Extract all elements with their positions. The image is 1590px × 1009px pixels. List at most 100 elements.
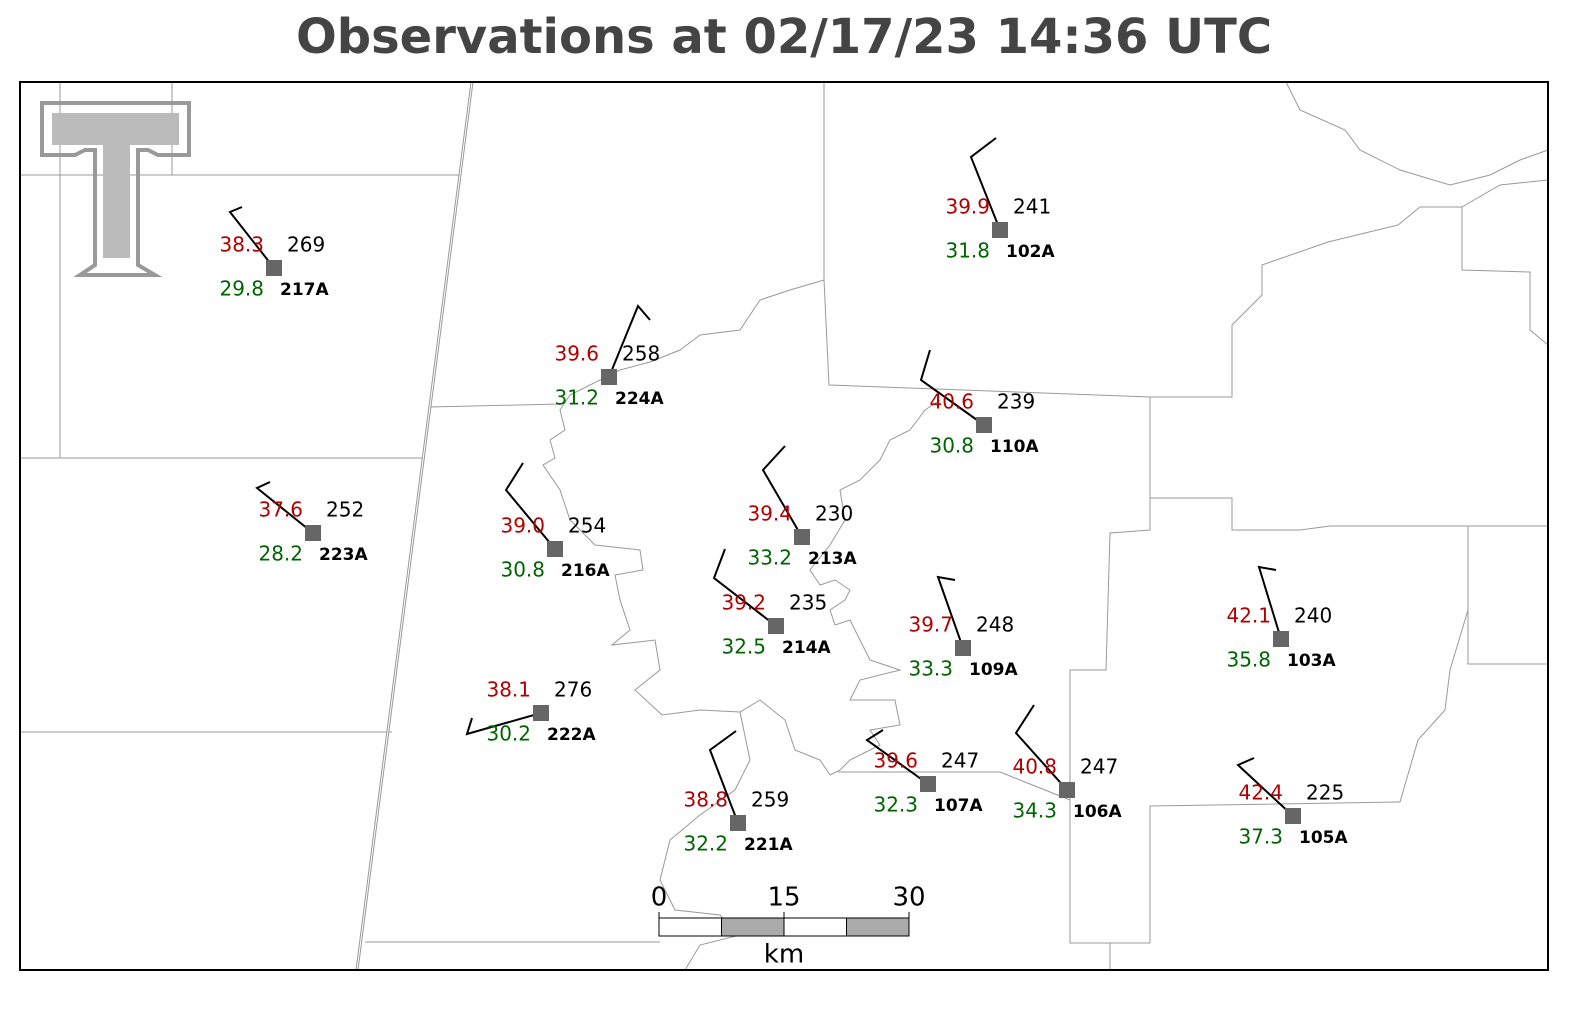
dewpoint: 37.3: [1238, 825, 1283, 849]
temperature: 38.8: [683, 788, 728, 812]
temperature: 38.1: [486, 678, 531, 702]
station-marker: [992, 222, 1008, 238]
county-borders: [20, 81, 1549, 971]
wind-barb: [1257, 565, 1282, 640]
wind-barb: [465, 712, 542, 736]
station-marker: [768, 618, 784, 634]
dewpoint: 30.8: [500, 558, 545, 582]
station-id: 222A: [547, 725, 596, 745]
wind-barb: [969, 137, 1001, 231]
temperature: 39.6: [554, 342, 599, 366]
scale-segment: [783, 917, 847, 937]
station-id: 223A: [319, 545, 368, 565]
dewpoint: 30.8: [929, 434, 974, 458]
dewpoint: 32.2: [683, 832, 728, 856]
station-marker: [794, 529, 810, 545]
temperature: 39.4: [747, 502, 792, 526]
temperature: 42.1: [1226, 604, 1271, 628]
scale-unit: km: [764, 940, 804, 970]
wind-barb: [936, 575, 964, 649]
temperature: 40.6: [929, 390, 974, 414]
temperature: 38.3: [219, 233, 264, 257]
station-value: 240: [1294, 604, 1332, 628]
station-id: 107A: [934, 796, 983, 816]
wind-barb: [1236, 757, 1294, 817]
station-id: 109A: [969, 660, 1018, 680]
station-marker: [266, 260, 282, 276]
station-value: 269: [287, 233, 325, 257]
station-marker: [533, 705, 549, 721]
station-value: 239: [997, 390, 1035, 414]
dewpoint: 31.8: [945, 239, 990, 263]
dewpoint: 33.3: [908, 657, 953, 681]
dewpoint: 34.3: [1012, 799, 1057, 823]
scale-segment: [721, 917, 785, 937]
station-id: 221A: [744, 835, 793, 855]
station-id: 224A: [615, 389, 664, 409]
scale-segment: [846, 917, 910, 937]
station-marker: [1273, 631, 1289, 647]
station-value: 276: [554, 678, 592, 702]
wind-barb: [919, 349, 985, 426]
station-id: 102A: [1006, 242, 1055, 262]
dewpoint: 31.2: [554, 386, 599, 410]
station-value: 254: [568, 514, 606, 538]
station-id: 213A: [808, 549, 857, 569]
station-value: 241: [1013, 195, 1051, 219]
temperature: 42.4: [1238, 781, 1283, 805]
station-value: 258: [622, 342, 660, 366]
title: Observations at 02/17/23 14:36 UTC: [296, 9, 1272, 65]
station-value: 248: [976, 613, 1014, 637]
temperature: 40.8: [1012, 755, 1057, 779]
station-value: 259: [751, 788, 789, 812]
temperature: 39.7: [908, 613, 953, 637]
station-id: 105A: [1299, 828, 1348, 848]
station-marker: [305, 525, 321, 541]
station-id: 110A: [990, 437, 1039, 457]
station-id: 103A: [1287, 651, 1336, 671]
scale-bar: 0 15 30 km: [651, 883, 926, 970]
station-id: 217A: [280, 280, 329, 300]
station-marker: [1285, 808, 1301, 824]
dewpoint: 30.2: [486, 722, 531, 746]
station-value: 225: [1306, 781, 1344, 805]
wind-barb: [1014, 704, 1068, 791]
dewpoint: 35.8: [1226, 648, 1271, 672]
wind-barb: [865, 729, 929, 785]
station-value: 252: [326, 498, 364, 522]
map-frame: [19, 81, 1549, 971]
scale-tick-label: 0: [651, 883, 668, 913]
temperature: 39.2: [721, 591, 766, 615]
scale-segment: [658, 917, 722, 937]
station-marker: [730, 815, 746, 831]
logo: [40, 101, 191, 277]
wind-barb: [761, 445, 803, 538]
temperature: 39.0: [500, 514, 545, 538]
dewpoint: 28.2: [258, 542, 303, 566]
station-marker: [976, 417, 992, 433]
station-value: 230: [815, 502, 853, 526]
dewpoint: 32.5: [721, 635, 766, 659]
wind-barb: [608, 304, 651, 378]
station-value: 247: [941, 749, 979, 773]
station-marker: [601, 369, 617, 385]
station-marker: [1059, 782, 1075, 798]
stations: 38.3 29.8 269 217A 39.6 31.2 258 224A 39.9 31.8 24…: [219, 137, 1348, 856]
wind-barb: [504, 462, 556, 550]
dewpoint: 29.8: [219, 277, 264, 301]
dewpoint: 32.3: [873, 793, 918, 817]
scale-tick-label: 15: [767, 883, 800, 913]
temperature: 39.6: [873, 749, 918, 773]
wind-barb: [708, 730, 739, 824]
scale-tick-label: 30: [892, 883, 925, 913]
station-marker: [955, 640, 971, 656]
station-id: 214A: [782, 638, 831, 658]
temperature: 39.9: [945, 195, 990, 219]
wind-barb: [228, 206, 275, 269]
station-value: 235: [789, 591, 827, 615]
dewpoint: 33.2: [747, 546, 792, 570]
station-id: 106A: [1073, 802, 1122, 822]
station-id: 216A: [561, 561, 610, 581]
temperature: 37.6: [258, 498, 303, 522]
